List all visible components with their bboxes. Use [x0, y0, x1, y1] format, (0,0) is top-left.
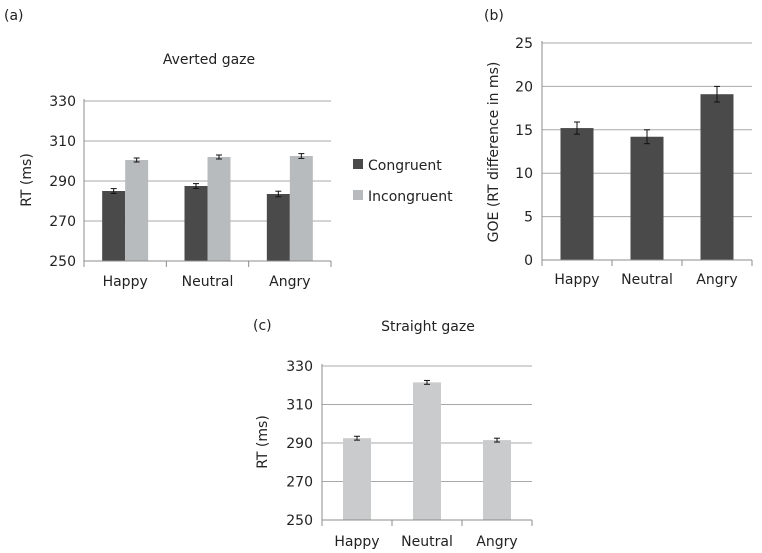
panel-a-error-bars — [110, 153, 305, 198]
y-tick-label-330: 330 — [49, 94, 76, 110]
panel-a-axes — [83, 99, 332, 267]
y-tick-label-330: 330 — [286, 359, 313, 375]
bar-happy — [560, 128, 594, 260]
category-label-angry: Angry — [269, 274, 310, 290]
bar-neutral — [630, 136, 664, 260]
panel-b-bars — [560, 94, 734, 260]
panel-b-y-ticks: 0 5 10 15 20 25 — [515, 36, 533, 269]
y-tick-label-25: 25 — [515, 36, 533, 52]
y-tick-label-250: 250 — [286, 513, 313, 529]
bar-angry — [700, 94, 734, 260]
y-tick-label-310: 310 — [49, 134, 76, 150]
legend-swatch-congruent — [353, 159, 363, 169]
panel-a-y-ticks: 250 270 290 310 330 — [49, 94, 76, 270]
panel-c-label: (c) — [253, 318, 272, 334]
panel-a-category-labels: Happy Neutral Angry — [103, 274, 311, 290]
category-label-neutral: Neutral — [401, 534, 453, 550]
legend-swatch-incongruent — [353, 190, 363, 200]
category-label-happy: Happy — [334, 534, 379, 550]
y-tick-label-290: 290 — [286, 436, 313, 452]
panel-c-axes — [321, 364, 533, 526]
bar-neutral-congruent — [184, 186, 208, 261]
panel-b-goe: (b) GOE (RT difference in ms) 0 5 10 15 20 25… — [484, 8, 753, 288]
legend-label-congruent: Congruent — [368, 158, 442, 174]
panel-b-error-bars — [574, 85, 720, 145]
panel-a-bars — [102, 156, 313, 261]
panel-c-title: Straight gaze — [381, 319, 475, 335]
panel-c-y-ticks: 250 270 290 310 330 — [286, 359, 313, 529]
panel-c-straight-gaze: (c) Straight gaze RT (ms) 250 270 290 310 33… — [253, 318, 533, 550]
panel-b-axes — [541, 41, 753, 266]
y-tick-label-0: 0 — [524, 253, 533, 269]
bar-angry-incongruent — [289, 156, 313, 261]
y-tick-label-20: 20 — [515, 79, 533, 95]
panel-c-error-bars — [354, 379, 500, 443]
panel-a-y-axis-title: RT (ms) — [19, 153, 35, 207]
y-tick-label-310: 310 — [286, 398, 313, 414]
y-tick-label-5: 5 — [524, 210, 533, 226]
panel-c-bars — [343, 382, 511, 520]
category-label-neutral: Neutral — [182, 274, 234, 290]
bar-happy-incongruent — [125, 160, 149, 261]
bar-neutral — [413, 382, 441, 520]
category-label-angry: Angry — [476, 534, 517, 550]
y-tick-label-15: 15 — [515, 123, 533, 139]
panel-a-label: (a) — [4, 8, 24, 24]
bar-happy-congruent — [102, 191, 126, 261]
y-tick-label-270: 270 — [286, 475, 313, 491]
category-label-neutral: Neutral — [621, 272, 673, 288]
legend-label-incongruent: Incongruent — [368, 189, 453, 205]
panel-c-y-axis-title: RT (ms) — [255, 415, 271, 469]
category-label-happy: Happy — [554, 272, 599, 288]
panel-b-label: (b) — [484, 8, 504, 24]
panel-b-y-axis-title: GOE (RT difference in ms) — [486, 62, 502, 243]
panel-a-averted-gaze: (a) Averted gaze RT (ms) 250 270 290 310 330… — [4, 8, 453, 290]
category-label-angry: Angry — [696, 272, 737, 288]
bar-angry-congruent — [266, 194, 290, 261]
category-label-happy: Happy — [103, 274, 148, 290]
y-tick-label-290: 290 — [49, 174, 76, 190]
panel-c-category-labels: Happy Neutral Angry — [334, 534, 517, 550]
bar-happy — [343, 438, 371, 520]
y-tick-label-250: 250 — [49, 254, 76, 270]
bar-neutral-incongruent — [207, 157, 231, 261]
panel-a-title: Averted gaze — [163, 52, 255, 68]
panel-a-legend: Congruent Incongruent — [353, 158, 453, 205]
bar-angry — [483, 440, 511, 520]
panel-b-category-labels: Happy Neutral Angry — [554, 272, 737, 288]
y-tick-label-10: 10 — [515, 166, 533, 182]
y-tick-label-270: 270 — [49, 214, 76, 230]
